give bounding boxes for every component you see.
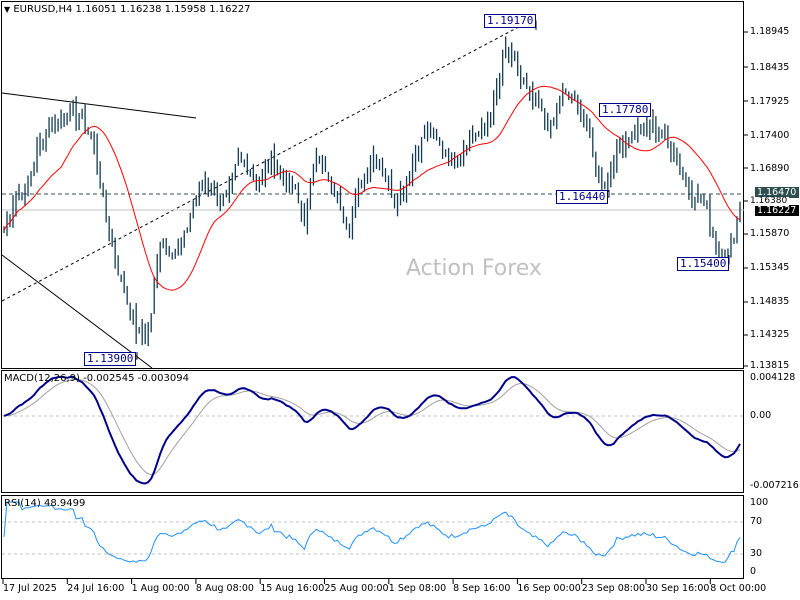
price-label-119170[interactable]: 1.19170 bbox=[484, 14, 537, 28]
time-axis-label: 1 Aug 00:00 bbox=[131, 583, 190, 594]
trendline-lower[interactable] bbox=[1, 254, 153, 369]
trendline-upper[interactable] bbox=[1, 92, 197, 119]
macd-axis-zero: 0.00 bbox=[750, 410, 772, 421]
rsi-axis-30: 30 bbox=[750, 548, 763, 559]
time-axis-label: 17 Jul 2025 bbox=[3, 583, 57, 594]
time-axis-label: 8 Oct 00:00 bbox=[710, 583, 767, 594]
rsi-line bbox=[3, 501, 741, 563]
price-label-116440[interactable]: 1.16440 bbox=[556, 190, 609, 204]
rsi-axis-70: 70 bbox=[750, 516, 763, 527]
open-value: 1.16051 bbox=[75, 4, 117, 15]
time-axis-label: 15 Aug 16:00 bbox=[260, 583, 325, 594]
rsi-axis-100: 100 bbox=[750, 497, 769, 508]
price-axis-tick: 1.14325 bbox=[750, 329, 790, 340]
rsi-title: RSI(14) 48.9499 bbox=[4, 498, 86, 509]
time-axis-label: 8 Aug 08:00 bbox=[195, 583, 254, 594]
price-axis-tick: 1.16380 bbox=[750, 196, 790, 206]
close-value: 1.16227 bbox=[209, 4, 251, 15]
high-value: 1.16238 bbox=[120, 4, 162, 15]
macd-axis-max: 0.004128 bbox=[750, 372, 796, 383]
connector-117780 bbox=[652, 109, 654, 118]
price-axis-tick: 1.13815 bbox=[750, 360, 790, 371]
ma-line bbox=[3, 85, 741, 291]
time-axis-label: 30 Sep 16:00 bbox=[646, 583, 710, 594]
axis-ticks bbox=[2, 31, 748, 584]
main-panel-frame bbox=[1, 1, 744, 369]
price-label-117780[interactable]: 1.17780 bbox=[599, 103, 652, 117]
price-axis-tick: 1.17925 bbox=[750, 96, 790, 107]
moving-average bbox=[3, 85, 741, 291]
macd-lines bbox=[3, 375, 741, 485]
symbol-timeframe: EURUSD,H4 bbox=[13, 4, 73, 15]
chart-header: ▼ EURUSD,H4 1.16051 1.16238 1.15958 1.16… bbox=[4, 4, 251, 15]
price-axis-tick: 1.17400 bbox=[750, 130, 790, 141]
time-axis-label: 24 Jul 16:00 bbox=[67, 583, 125, 594]
price-bars bbox=[3, 36, 741, 347]
price-axis-tick: 1.18945 bbox=[750, 26, 790, 37]
rsi-panel-frame bbox=[1, 495, 744, 579]
macd-main-line bbox=[3, 375, 741, 485]
time-axis-label: 16 Sep 00:00 bbox=[517, 583, 581, 594]
rsi-line bbox=[3, 501, 741, 563]
macd-title: MACD(12,26,9) -0.002545 -0.003094 bbox=[4, 373, 189, 384]
level-tag: 1.16470 bbox=[755, 187, 799, 198]
watermark: Action Forex bbox=[406, 256, 542, 281]
price-axis-tick: 1.15870 bbox=[750, 228, 790, 239]
price-axis-tick: 1.15345 bbox=[750, 262, 790, 273]
low-value: 1.15958 bbox=[164, 4, 206, 15]
time-axis-label: 1 Sep 08:00 bbox=[388, 583, 447, 594]
time-axis-label: 23 Sep 08:00 bbox=[581, 583, 646, 594]
current-price-tag: 1.16227 bbox=[755, 205, 799, 216]
time-axis-label: 8 Sep 16:00 bbox=[453, 583, 511, 594]
price-axis-tick: 1.14835 bbox=[750, 296, 790, 307]
price-axis-tick: 1.18435 bbox=[750, 62, 790, 73]
macd-panel-frame bbox=[1, 370, 744, 493]
price-label-113900[interactable]: 1.13900 bbox=[84, 352, 137, 366]
triangle-down-icon[interactable]: ▼ bbox=[4, 5, 11, 14]
macd-axis-min: -0.007216 bbox=[750, 480, 799, 491]
price-label-115400[interactable]: 1.15400 bbox=[677, 257, 730, 271]
time-axis-label: 25 Aug 00:00 bbox=[324, 583, 389, 594]
price-axis-tick: 1.16890 bbox=[750, 163, 790, 174]
rsi-axis-0: 0 bbox=[750, 566, 757, 577]
